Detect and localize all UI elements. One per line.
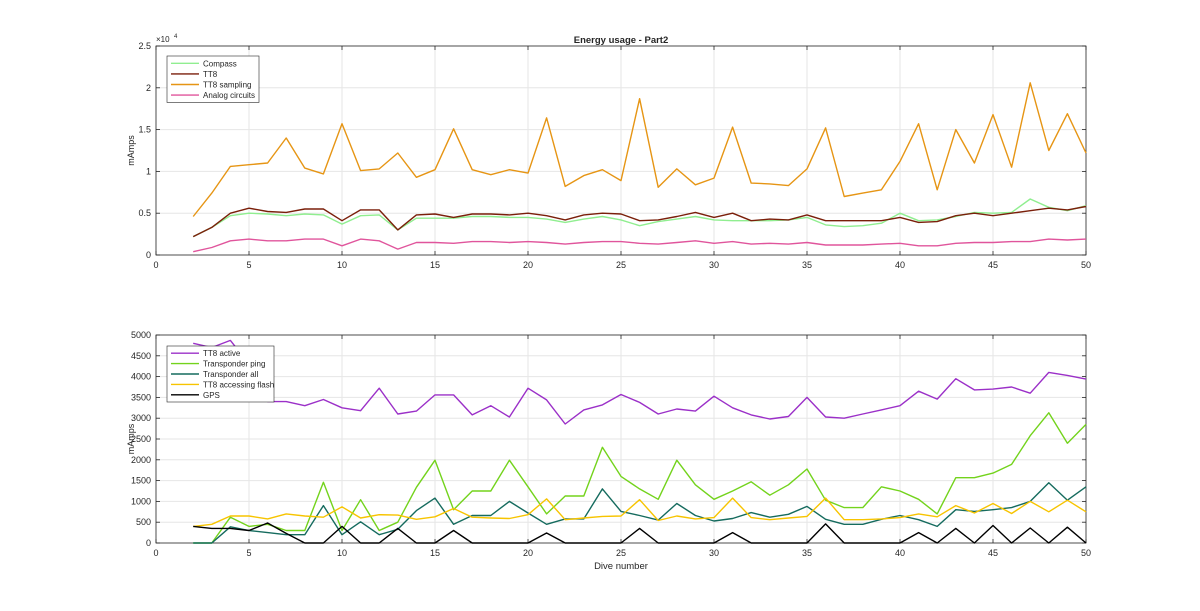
x-tick-label: 45 [988, 548, 998, 558]
y-axis-label: mAmps [126, 135, 136, 166]
series-line-tt8-sampling [192, 82, 1087, 217]
legend-label-tt8-sampling: TT8 sampling [203, 81, 251, 90]
legend-label-gps: GPS [203, 391, 220, 400]
y-tick-label: 1000 [131, 496, 151, 506]
x-tick-label: 10 [337, 548, 347, 558]
x-tick-label: 25 [616, 260, 626, 270]
series-line-gps [193, 522, 1087, 544]
x-tick-label: 30 [709, 548, 719, 558]
y-tick-label: 2 [146, 83, 151, 93]
y-tick-label: 500 [136, 517, 151, 527]
series-line-tt8 [192, 205, 1087, 238]
legend-label-tt8: TT8 [203, 70, 218, 79]
series-line-tt8-active [193, 339, 1087, 425]
y-tick-label: 2.5 [138, 41, 151, 51]
x-tick-label: 30 [709, 260, 719, 270]
x-tick-label: 35 [802, 548, 812, 558]
x-tick-label: 15 [430, 260, 440, 270]
chart-energy-usage-part2: 0 5 10 15 20 25 30 35 40 45 50 0 0.5 1 1.5 2 2.5 ×10 4 Ener… [126, 34, 1091, 270]
y-tick-label: 4500 [131, 351, 151, 361]
x-tick-label: 40 [895, 260, 905, 270]
x-tick-label: 0 [153, 548, 158, 558]
y-exponent-power: 4 [174, 34, 178, 40]
legend-label-tt8-accessing-flash: TT8 accessing flash [203, 380, 274, 389]
x-tick-label: 15 [430, 548, 440, 558]
y-tick-label: 0.5 [138, 208, 151, 218]
y-axis-label: mAmps [126, 423, 136, 454]
series-line-compass [192, 198, 1087, 238]
x-tick-label: 20 [523, 260, 533, 270]
y-exponent-label: ×10 [156, 35, 170, 44]
y-tick-label: 2000 [131, 455, 151, 465]
chart-title: Energy usage - Part2 [574, 35, 669, 46]
series-line-transponder-ping [193, 412, 1087, 544]
y-tick-label: 3000 [131, 413, 151, 423]
series-line-tt8-accessing-flash [193, 497, 1087, 528]
x-tick-label: 40 [895, 548, 905, 558]
y-tick-label: 1500 [131, 476, 151, 486]
x-axis-label: Dive number [594, 561, 648, 572]
chart-dive-number: 0 5 10 15 20 25 30 35 40 45 5005001000150020002500… [126, 330, 1091, 572]
x-tick-label: 35 [802, 260, 812, 270]
y-tick-label: 1 [146, 166, 151, 176]
x-tick-label: 5 [246, 548, 251, 558]
x-tick-label: 45 [988, 260, 998, 270]
y-tick-label: 3500 [131, 392, 151, 402]
y-tick-label: 0 [146, 538, 151, 548]
x-tick-label: 0 [153, 260, 158, 270]
y-tick-label: 0 [146, 250, 151, 260]
x-tick-label: 50 [1081, 548, 1091, 558]
series-line-transponder-all [193, 482, 1087, 544]
x-tick-label: 25 [616, 548, 626, 558]
y-tick-label: 4000 [131, 372, 151, 382]
x-tick-label: 5 [246, 260, 251, 270]
y-tick-label: 5000 [131, 330, 151, 340]
y-tick-label: 2500 [131, 434, 151, 444]
x-tick-label: 20 [523, 548, 533, 558]
y-tick-label: 1.5 [138, 125, 151, 135]
legend-label-analog-circuits: Analog circuits [203, 91, 255, 100]
legend-label-tt8-active: TT8 active [203, 349, 241, 358]
x-tick-label: 50 [1081, 260, 1091, 270]
legend-label-transponder-all: Transponder all [203, 370, 259, 379]
x-tick-label: 10 [337, 260, 347, 270]
series-line-analog-circuits [193, 238, 1087, 253]
legend-label-compass: Compass [203, 59, 237, 68]
legend-label-transponder-ping: Transponder ping [203, 360, 265, 369]
